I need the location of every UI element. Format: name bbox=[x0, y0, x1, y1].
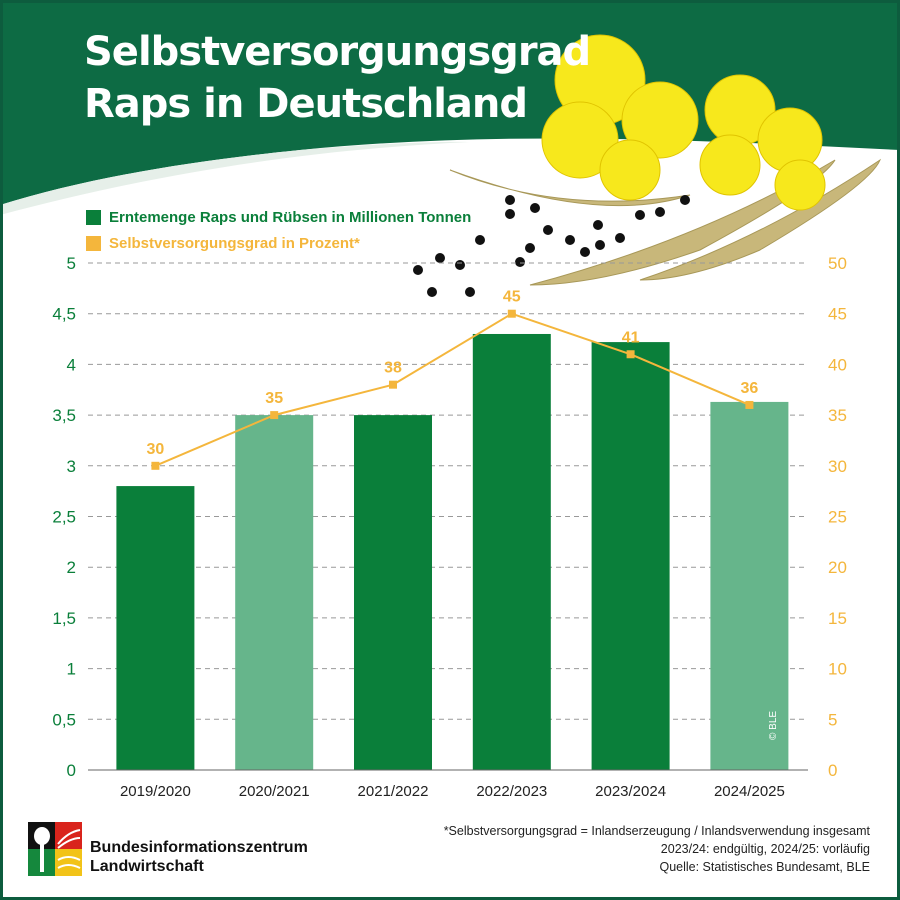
legend-item-line: Selbstversorgungsgrad in Prozent* bbox=[86, 230, 471, 256]
right-tick-label: 10 bbox=[828, 660, 847, 679]
right-tick-label: 25 bbox=[828, 508, 847, 527]
footnotes: *Selbstversorgungsgrad = Inlandserzeugun… bbox=[444, 822, 870, 876]
left-tick-label: 4,5 bbox=[52, 305, 76, 324]
logo-line-1: Bundesinformationszentrum bbox=[90, 839, 308, 856]
bar-2021/2022 bbox=[354, 415, 432, 770]
left-tick-label: 5 bbox=[67, 254, 76, 273]
right-tick-label: 30 bbox=[828, 457, 847, 476]
footnote-status: 2023/24: endgültig, 2024/25: vorläufig bbox=[660, 842, 870, 856]
bar-2020/2021 bbox=[235, 415, 314, 770]
left-tick-label: 3 bbox=[67, 457, 76, 476]
logo-line-2: Landwirtschaft bbox=[90, 858, 204, 875]
legend-item-bars: Erntemenge Raps und Rübsen in Millionen … bbox=[86, 204, 471, 230]
x-tick-label: 2020/2021 bbox=[239, 783, 310, 800]
percent-marker bbox=[389, 380, 397, 389]
left-tick-label: 4 bbox=[67, 355, 76, 374]
copyright: © BLE bbox=[768, 710, 779, 740]
percent-marker bbox=[626, 350, 635, 359]
seeds-illustration bbox=[413, 195, 690, 297]
header-decoration bbox=[0, 0, 900, 297]
x-tick-label: 2021/2022 bbox=[358, 783, 429, 800]
left-tick-label: 2,5 bbox=[52, 508, 76, 527]
bar-2023/2024 bbox=[591, 342, 670, 770]
left-tick-label: 3,5 bbox=[52, 406, 76, 425]
x-tick-label: 2022/2023 bbox=[476, 783, 547, 800]
x-tick-label: 2023/2024 bbox=[595, 783, 666, 800]
chart: 0 0 0,5 5 1 10 1,5 15 2 20 2,5 25 3 30 3,5 35 4 40 4,5 45 5 5… bbox=[52, 254, 847, 800]
bar-2022/2023 bbox=[472, 333, 551, 770]
legend-swatch-orange bbox=[86, 235, 101, 251]
right-tick-label: 35 bbox=[828, 406, 847, 425]
left-tick-label: 0 bbox=[67, 761, 76, 780]
bar-2019/2020 bbox=[116, 486, 195, 770]
right-tick-label: 5 bbox=[828, 710, 837, 729]
percent-marker bbox=[151, 461, 160, 470]
percent-data-label: 45 bbox=[503, 289, 521, 306]
footnote-source: Quelle: Statistisches Bundesamt, BLE bbox=[659, 860, 870, 874]
left-tick-label: 1,5 bbox=[52, 609, 76, 628]
legend-label-bars: Erntemenge Raps und Rübsen in Millionen … bbox=[109, 208, 472, 226]
percent-data-label: 30 bbox=[147, 441, 165, 458]
right-tick-label: 40 bbox=[828, 355, 847, 374]
percent-data-label: 38 bbox=[384, 360, 402, 377]
percent-data-label: 35 bbox=[265, 390, 283, 407]
left-tick-label: 0,5 bbox=[52, 710, 76, 729]
percent-line bbox=[155, 312, 750, 467]
x-tick-label: 2019/2020 bbox=[120, 783, 191, 800]
title-line-1: Selbstversorgungsgrad bbox=[84, 29, 591, 75]
percent-data-label: 41 bbox=[622, 329, 640, 346]
page-title: Selbstversorgungsgrad Raps in Deutschlan… bbox=[84, 26, 591, 130]
title-line-2: Raps in Deutschland bbox=[84, 81, 528, 127]
right-tick-label: 45 bbox=[828, 305, 847, 324]
legend: Erntemenge Raps und Rübsen in Millionen … bbox=[86, 204, 471, 256]
logo-text: Bundesinformationszentrum Landwirtschaft bbox=[90, 838, 308, 876]
legend-swatch-green bbox=[86, 209, 101, 225]
right-tick-label: 15 bbox=[828, 609, 847, 628]
right-tick-label: 20 bbox=[828, 558, 847, 577]
percent-marker bbox=[745, 400, 754, 409]
x-tick-label: 2024/2025 bbox=[714, 783, 785, 800]
rapeseed-flower-illustration bbox=[541, 34, 826, 211]
bzl-logo bbox=[28, 822, 82, 876]
percent-data-label: 36 bbox=[741, 380, 759, 397]
left-tick-label: 1 bbox=[67, 660, 76, 679]
footnote-definition: *Selbstversorgungsgrad = Inlandserzeugun… bbox=[443, 824, 870, 838]
percent-marker bbox=[270, 411, 279, 420]
legend-label-line: Selbstversorgungsgrad in Prozent* bbox=[109, 234, 360, 252]
bar-2024/2025 bbox=[710, 401, 789, 770]
right-tick-label: 0 bbox=[828, 761, 837, 780]
percent-marker bbox=[507, 309, 516, 318]
right-tick-label: 50 bbox=[828, 254, 847, 273]
left-tick-label: 2 bbox=[67, 558, 76, 577]
